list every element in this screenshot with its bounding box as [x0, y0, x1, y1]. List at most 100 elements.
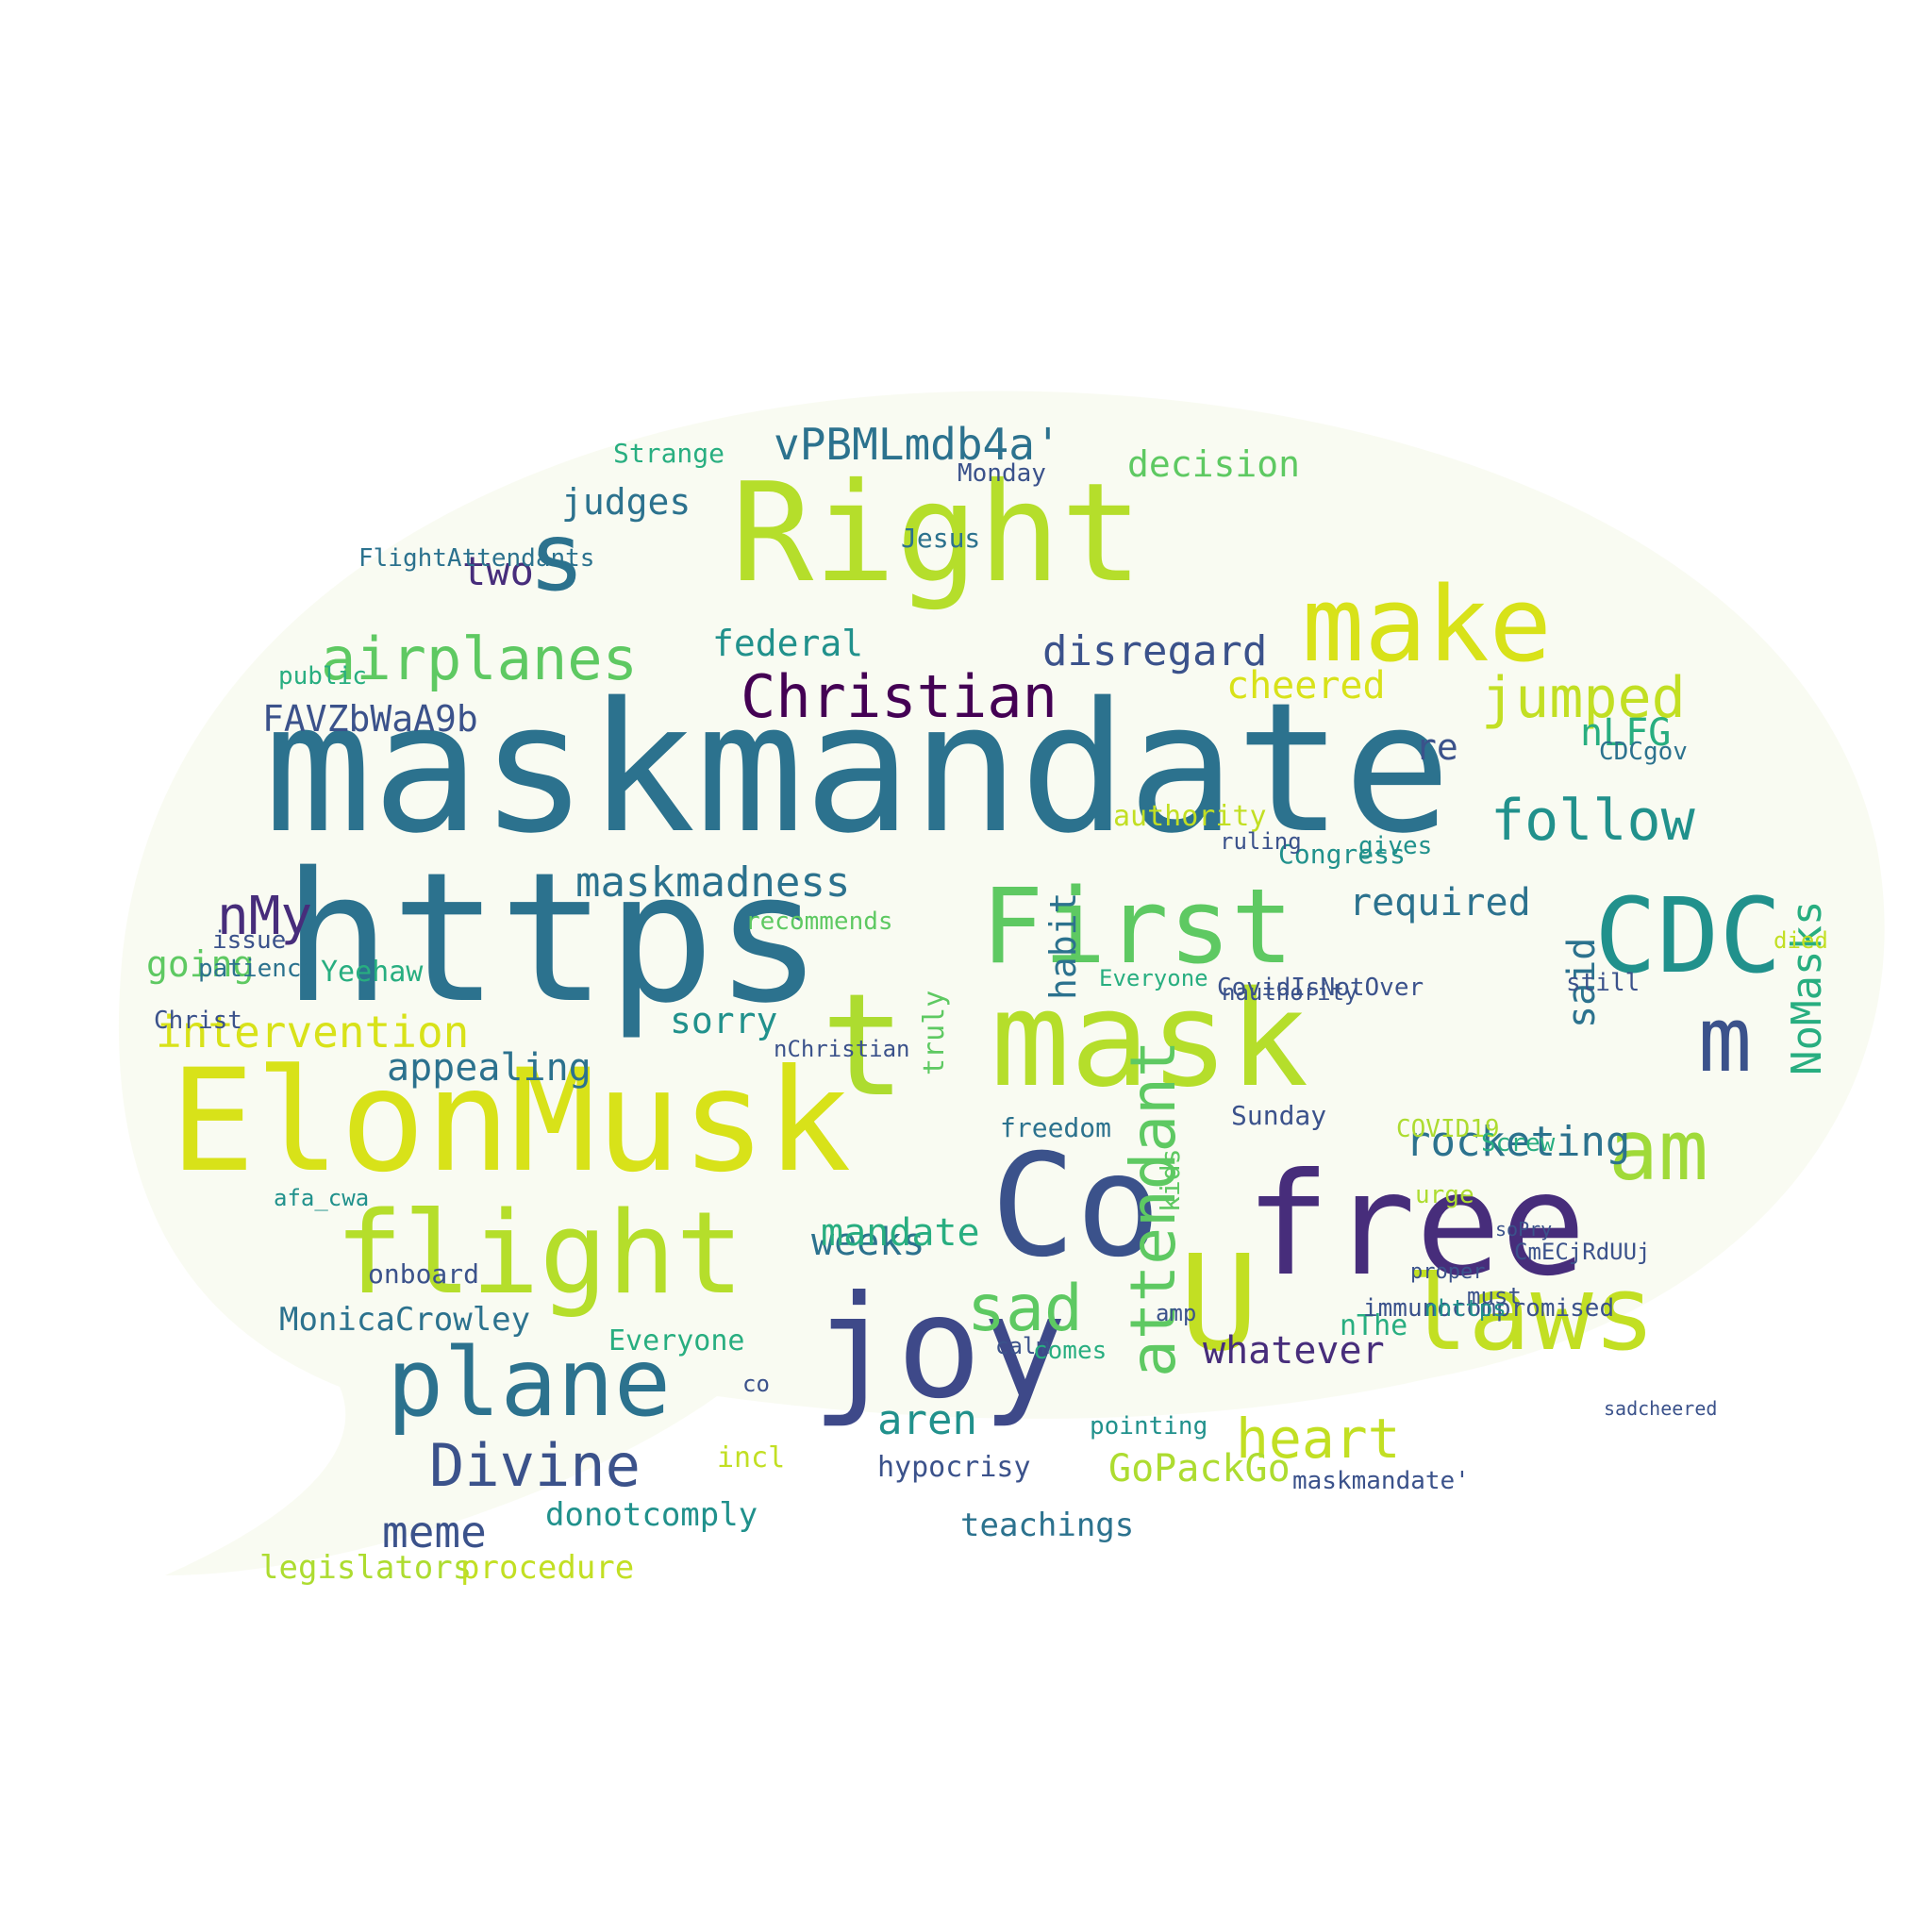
word-23: sad — [967, 1272, 1083, 1346]
word-40: judges — [561, 481, 691, 523]
word-84: calm — [995, 1333, 1050, 1359]
word-50: NoMasks — [1783, 901, 1831, 1075]
word-81: immunocompromised — [1363, 1294, 1614, 1323]
word-42: FAVZbWaA9b — [262, 698, 478, 740]
word-78: gives — [1358, 832, 1432, 860]
word-55: legislators — [259, 1549, 472, 1587]
word-51: nLFG — [1580, 711, 1671, 755]
word-3: Right — [731, 454, 1143, 613]
word-61: nauthority — [1222, 979, 1358, 1006]
word-100: nChristian — [774, 1036, 910, 1062]
word-15: s — [528, 502, 585, 612]
word-25: rocketing — [1406, 1118, 1630, 1166]
word-54: re — [1415, 726, 1458, 768]
word-75: Screw — [1481, 1129, 1556, 1158]
word-73: COVID19 — [1396, 1115, 1500, 1143]
word-53: said — [1560, 938, 1604, 1028]
word-7: t — [821, 964, 906, 1128]
word-102: FlightAttendants — [358, 544, 594, 573]
word-6: Co — [991, 1124, 1161, 1289]
word-56: procedure — [460, 1549, 634, 1587]
word-68: ruling — [1220, 828, 1302, 855]
word-97: comes — [1033, 1337, 1107, 1365]
word-74: CDCgov — [1599, 738, 1688, 766]
word-17: follow — [1491, 788, 1696, 854]
word-31: required — [1349, 881, 1531, 924]
word-72: truly — [918, 991, 951, 1075]
word-21: Christian — [741, 662, 1058, 731]
word-58: teachings — [960, 1507, 1134, 1544]
word-37: whatever — [1203, 1329, 1385, 1373]
word-96: urge — [1415, 1181, 1474, 1209]
word-layer: maskmandatehttpsElonMuskRightmaskfreeCot… — [146, 419, 1831, 1587]
word-88: recommends — [745, 908, 893, 936]
word-24: vPBMLmdb4a' — [774, 419, 1061, 470]
word-8: joy — [811, 1266, 1067, 1430]
word-39: aren — [877, 1396, 977, 1444]
word-87: nhttps — [1424, 1295, 1507, 1322]
word-46: appealing — [387, 1046, 591, 1090]
word-105: soPry — [1495, 1218, 1552, 1241]
word-45: GoPackGo — [1108, 1447, 1291, 1491]
word-99: proper — [1410, 1260, 1485, 1284]
word-90: still — [1566, 969, 1640, 997]
word-47: going — [146, 943, 254, 985]
word-16: airplanes — [321, 625, 638, 693]
word-19: m — [1698, 989, 1752, 1092]
word-86: public — [278, 662, 367, 691]
word-48: sorry — [670, 1000, 777, 1041]
word-104: sadcheered — [1604, 1397, 1717, 1420]
word-98: Everyone — [1099, 965, 1208, 991]
word-41: federal — [712, 623, 863, 664]
word-91: died — [1774, 927, 1828, 954]
word-5: free — [1245, 1143, 1586, 1307]
word-29: jumped — [1481, 665, 1686, 731]
word-69: onboard — [368, 1258, 479, 1290]
word-20: am — [1608, 1102, 1708, 1199]
word-103: maskmandate' — [1292, 1467, 1470, 1495]
word-27: meme — [382, 1507, 487, 1557]
word-9: First — [981, 866, 1293, 987]
word-14: make — [1302, 564, 1552, 685]
word-92: afa_cwa — [274, 1185, 369, 1211]
word-101: CmECjRdUUj — [1514, 1239, 1651, 1265]
word-30: maskmadness — [575, 858, 850, 907]
word-66: Yeehaw — [321, 956, 424, 989]
word-64: Monday — [958, 459, 1046, 488]
word-65: nThe — [1340, 1309, 1407, 1342]
word-83: pointing — [1090, 1412, 1208, 1441]
word-71: CovidIsNotOver — [1217, 974, 1424, 1002]
word-10: CDC — [1594, 875, 1782, 996]
word-49: MonicaCrowley — [279, 1301, 530, 1339]
word-36: attendant — [1117, 1040, 1190, 1377]
word-94: amp — [1156, 1300, 1196, 1326]
word-33: nMy — [217, 886, 312, 947]
word-67: Everyone — [608, 1324, 745, 1357]
word-77: issue — [212, 926, 286, 955]
word-79: kids — [1155, 1149, 1186, 1212]
speech-bubble-silhouette — [118, 391, 1885, 1575]
word-52: habit — [1042, 892, 1084, 1000]
word-63: Strange — [613, 438, 724, 469]
word-76: patience — [198, 955, 316, 983]
word-82: must — [1467, 1283, 1522, 1309]
word-28: disregard — [1042, 627, 1267, 675]
word-11: laws — [1406, 1253, 1656, 1374]
word-34: cheered — [1226, 664, 1386, 708]
word-1: https — [283, 834, 823, 1042]
word-0: maskmandate — [264, 664, 1451, 873]
word-26: heart — [1236, 1407, 1401, 1471]
word-32: intervention — [156, 1007, 469, 1058]
word-80: Christ — [154, 1007, 242, 1035]
word-57: donotcomply — [545, 1496, 758, 1534]
word-60: Congress — [1278, 839, 1406, 870]
word-4: mask — [991, 963, 1308, 1117]
word-89: Jesus — [901, 523, 980, 554]
word-93: incl — [717, 1441, 785, 1474]
word-18: U — [1179, 1227, 1258, 1381]
word-38: weeks — [811, 1221, 924, 1264]
word-13: flight — [335, 1189, 743, 1320]
word-2: ElonMusk — [170, 1040, 851, 1204]
